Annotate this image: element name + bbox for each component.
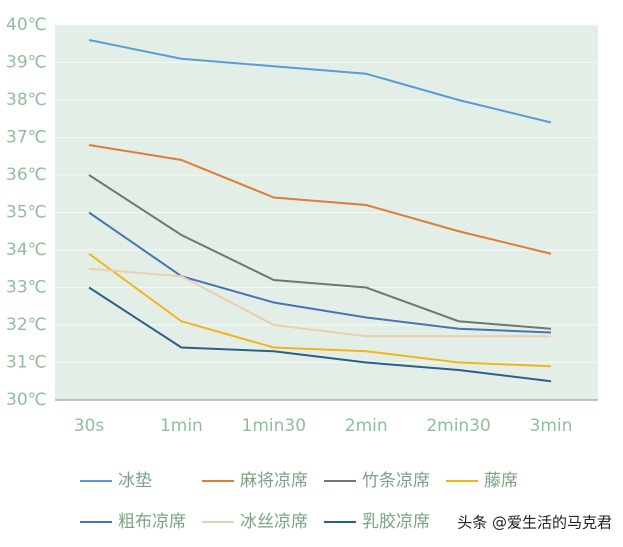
y-tick-label: 40℃	[6, 15, 47, 35]
series-line	[88, 267, 551, 338]
x-tick-label: 30s	[74, 416, 105, 436]
y-tick-label: 33℃	[6, 278, 47, 298]
y-tick-label: 39℃	[6, 53, 47, 73]
y-tick-label: 37℃	[6, 128, 47, 148]
legend-label: 藤席	[484, 471, 518, 491]
series-line	[88, 144, 552, 255]
series-line	[88, 211, 552, 334]
series-line	[88, 286, 552, 383]
series-line	[88, 174, 552, 330]
legend-label: 麻将凉席	[240, 471, 308, 491]
legend-label: 冰垫	[118, 471, 152, 491]
x-tick-label: 3min	[530, 416, 573, 436]
y-tick-label: 30℃	[6, 390, 47, 410]
y-tick-label: 38℃	[6, 90, 47, 110]
watermark: 头条 @爱生活的马克君	[457, 514, 612, 532]
x-tick-label: 1min30	[242, 416, 307, 436]
x-tick-label: 2min30	[426, 416, 491, 436]
y-tick-label: 32℃	[6, 315, 47, 335]
legend-label: 冰丝凉席	[240, 512, 308, 532]
x-tick-label: 1min	[160, 416, 203, 436]
y-tick-label: 34℃	[6, 240, 47, 260]
y-tick-label: 36℃	[6, 165, 47, 185]
y-tick-label: 35℃	[6, 203, 47, 223]
series-line	[88, 252, 552, 368]
x-tick-label: 2min	[345, 416, 388, 436]
y-tick-label: 31℃	[6, 353, 47, 373]
legend-label: 竹条凉席	[362, 471, 430, 491]
legend-label: 粗布凉席	[118, 512, 186, 532]
series-line	[88, 39, 552, 124]
legend-label: 乳胶凉席	[362, 512, 430, 532]
